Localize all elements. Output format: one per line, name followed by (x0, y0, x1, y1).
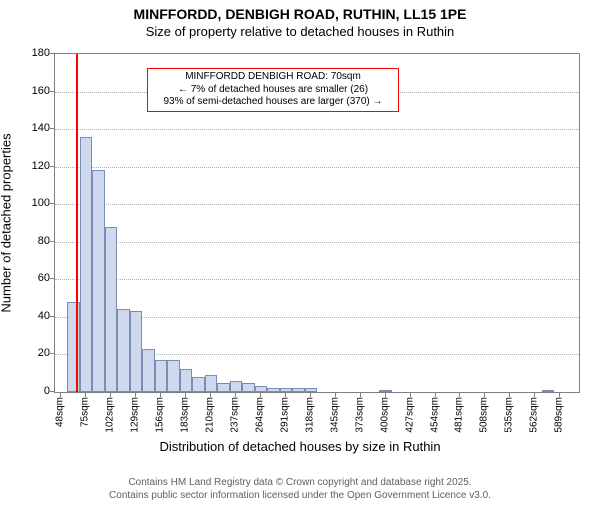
histogram-bar (105, 227, 117, 392)
annotation-line-1: MINFFORDD DENBIGH ROAD: 70sqm (152, 71, 394, 84)
x-axis-label: Distribution of detached houses by size … (0, 439, 600, 454)
y-tick-label: 20 (10, 347, 50, 359)
reference-line (76, 54, 78, 392)
histogram-bar (242, 383, 254, 392)
histogram-bar (217, 383, 229, 392)
y-tick-label: 40 (10, 310, 50, 322)
x-tick-label: 427sqm (404, 397, 415, 433)
histogram-bar (155, 360, 167, 392)
x-tick-label: 48sqm (55, 397, 66, 427)
histogram-bar (292, 388, 304, 392)
histogram-bar (267, 388, 279, 392)
histogram-bar (117, 309, 129, 392)
x-tick-label: 210sqm (204, 397, 215, 433)
y-tick-label: 80 (10, 235, 50, 247)
y-tick-label: 100 (10, 197, 50, 209)
gridline (55, 204, 579, 205)
x-tick-label: 589sqm (554, 397, 565, 433)
histogram-bar (142, 349, 154, 392)
x-tick-label: 481sqm (454, 397, 465, 433)
credits-block: Contains HM Land Registry data © Crown c… (0, 476, 600, 502)
x-tick-label: 183sqm (180, 397, 191, 433)
credits-line-2: Contains public sector information licen… (0, 489, 600, 502)
x-tick-label: 400sqm (379, 397, 390, 433)
chart-container: Number of detached properties 0204060801… (0, 43, 600, 443)
y-tick-label: 180 (10, 47, 50, 59)
annotation-line-3: 93% of semi-detached houses are larger (… (152, 96, 394, 109)
gridline (55, 279, 579, 280)
y-tick-label: 140 (10, 122, 50, 134)
gridline (55, 167, 579, 168)
histogram-bar (205, 375, 217, 392)
page-subtitle: Size of property relative to detached ho… (0, 24, 600, 39)
histogram-bar (180, 369, 192, 392)
histogram-bar (542, 390, 554, 392)
y-tick-label: 120 (10, 160, 50, 172)
x-tick-label: 373sqm (354, 397, 365, 433)
x-tick-label: 291sqm (279, 397, 290, 433)
x-tick-label: 264sqm (254, 397, 265, 433)
histogram-bar (80, 137, 92, 392)
y-tick-label: 60 (10, 272, 50, 284)
x-tick-label: 345sqm (329, 397, 340, 433)
histogram-bar (379, 390, 391, 392)
histogram-bar (167, 360, 179, 392)
plot-area: MINFFORDD DENBIGH ROAD: 70sqm ← 7% of de… (54, 53, 580, 393)
x-tick-label: 156sqm (155, 397, 166, 433)
histogram-bar (255, 386, 267, 392)
page-title: MINFFORDD, DENBIGH ROAD, RUTHIN, LL15 1P… (0, 6, 600, 22)
annotation-box: MINFFORDD DENBIGH ROAD: 70sqm ← 7% of de… (147, 68, 399, 112)
x-tick-label: 535sqm (504, 397, 515, 433)
x-tick-label: 508sqm (479, 397, 490, 433)
histogram-bar (280, 388, 292, 392)
annotation-line-2: ← 7% of detached houses are smaller (26) (152, 84, 394, 97)
x-tick-label: 454sqm (429, 397, 440, 433)
histogram-bar (130, 311, 142, 392)
x-tick-label: 562sqm (529, 397, 540, 433)
y-tick-label: 0 (10, 385, 50, 397)
x-tick-label: 129sqm (130, 397, 141, 433)
histogram-bar (92, 170, 104, 392)
histogram-bar (305, 388, 317, 392)
credits-line-1: Contains HM Land Registry data © Crown c… (0, 476, 600, 489)
x-tick-label: 102sqm (105, 397, 116, 433)
y-tick-label: 160 (10, 85, 50, 97)
gridline (55, 129, 579, 130)
x-tick-label: 318sqm (304, 397, 315, 433)
x-tick-label: 237sqm (229, 397, 240, 433)
gridline (55, 242, 579, 243)
x-tick-label: 75sqm (80, 397, 91, 427)
histogram-bar (192, 377, 204, 392)
histogram-bar (230, 381, 242, 392)
